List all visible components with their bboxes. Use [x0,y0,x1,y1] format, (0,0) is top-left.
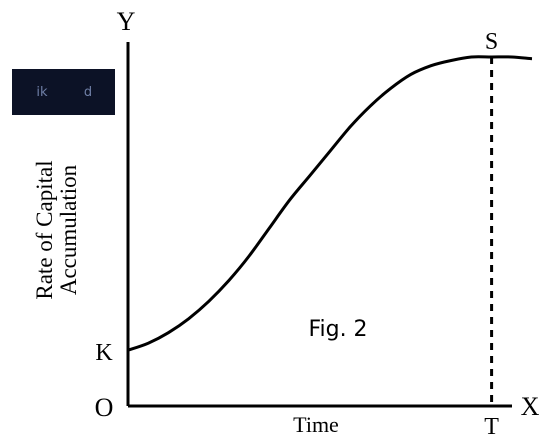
figure-caption: Fig. 2 [308,317,367,342]
point-label-k: K [95,340,113,366]
series-line [127,55,533,352]
y-axis-label: Rate of Capital Accumulation [32,160,81,299]
badge-glyph-1: ik [36,85,48,100]
y-axis-label-line-1: Rate of Capital [32,160,57,299]
x-axis-letter: X [521,392,540,421]
badge: ik d [12,69,115,115]
y-axis-label-line-2: Accumulation [56,164,81,295]
x-axis-label: Time [293,412,339,437]
y-axis-letter: Y [117,7,136,36]
origin-label: O [95,393,114,422]
badge-background [12,69,115,115]
badge-glyph-2: d [84,85,92,100]
point-label-s: S [485,29,498,55]
point-label-t: T [484,414,499,438]
